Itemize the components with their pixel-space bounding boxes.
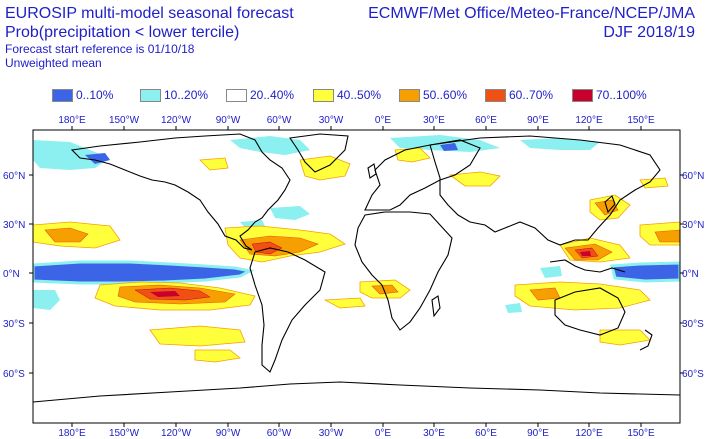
lon-label: 90°E [527,115,549,126]
legend-label: 50..60% [423,88,468,102]
lon-label: 90°W [216,115,241,126]
longitude-labels-top: 180°E 150°W 120°W 90°W 60°W 30°W 0°E 30°… [58,115,655,126]
legend-swatch [572,88,593,102]
lon-label: 120°W [161,428,192,439]
legend-swatch [52,88,73,102]
map-frame [32,129,681,424]
legend-label: 20..40% [250,88,295,102]
lon-label: 90°E [527,428,549,439]
lon-label: 60°E [475,115,497,126]
lon-label: 60°W [267,115,292,126]
lon-label: 60°E [475,428,497,439]
lon-label: 120°W [161,115,192,126]
legend-label: 40..50% [337,88,382,102]
lon-label: 30°W [319,115,344,126]
legend-label: 70..100% [596,88,647,102]
lat-label: 30°S [3,319,25,330]
coastline-madagascar [431,295,441,318]
legend-label: 0..10% [76,88,114,102]
blue-patches [85,143,458,164]
lat-label: 30°S [682,319,704,330]
coastline-europe [364,139,481,211]
coastline-north-america [70,133,291,251]
coastline-south-america [249,247,326,373]
source-block: ECMWF/Met Office/Meteo-France/NCEP/JMA D… [368,4,695,42]
lon-label: 0°E [375,428,392,439]
lon-label: 150°E [627,115,655,126]
coastline-asia [429,135,661,246]
lat-label: 60°N [3,171,25,182]
legend-item-20-40: 20..40% [226,87,294,103]
legend-label: 60..70% [509,88,554,102]
lon-label: 30°E [423,115,445,126]
longitude-labels-bottom: 180°E 150°W 120°W 90°W 60°W 30°W 0°E 30°… [58,428,655,439]
coastline-japan [604,195,616,214]
lat-label: 60°S [3,369,25,380]
legend-item-0-10: 0..10% [52,87,113,103]
coastline-new-zealand [639,329,653,351]
lat-label: 30°N [682,220,704,231]
lat-label: 0°N [682,269,699,280]
probability-field [33,130,680,423]
weighting-note: Unweighted mean [5,56,102,70]
lon-label: 90°W [216,428,241,439]
lat-label: 0°N [3,269,20,280]
legend-swatch [226,88,247,102]
dark-red-regions [150,251,591,297]
latitude-labels-right: 60°N 30°N 0°N 30°S 60°S [682,171,704,380]
legend-item-50-60: 50..60% [399,87,467,103]
color-legend: 0..10% 10..20% 20..40% 40..50% 50..60% 6… [0,87,707,103]
legend-item-40-50: 40..50% [313,87,381,103]
coastline-australia [554,287,626,336]
centres-label: ECMWF/Met Office/Meteo-France/NCEP/JMA [368,5,695,22]
map-title: EUROSIP multi-model seasonal forecast [5,5,294,22]
lon-label: 120°E [575,115,603,126]
legend-item-70-100: 70..100% [572,87,647,103]
coastline-africa [354,211,453,331]
season-label: DJF 2018/19 [603,24,695,41]
low-prob-region-west-pacific [610,261,680,283]
legend-swatch [313,88,334,102]
coastline-uk [367,163,377,179]
lon-label: 150°W [109,428,140,439]
lat-label: 60°N [682,171,704,182]
legend-swatch [140,88,161,102]
lon-label: 180°E [58,115,86,126]
legend-label: 10..20% [164,88,209,102]
lat-label: 60°S [682,369,704,380]
legend-item-10-20: 10..20% [140,87,208,103]
lon-label: 30°E [423,428,445,439]
lon-label: 150°W [109,115,140,126]
lon-label: 150°E [627,428,655,439]
coastline-maritime [549,259,626,273]
low-prob-region-pacific [33,260,255,285]
title-block: EUROSIP multi-model seasonal forecast Pr… [5,4,294,70]
legend-item-60-70: 60..70% [485,87,553,103]
forecast-start-reference: Forecast start reference is 01/10/18 [5,42,195,56]
coastlines [33,133,680,403]
coastline-greenland [289,133,349,173]
lon-label: 120°E [575,428,603,439]
lon-label: 60°W [267,428,292,439]
coastline-antarctica [33,381,680,403]
latitude-labels-left: 60°N 30°N 0°N 30°S 60°S [3,171,25,380]
lon-label: 30°W [319,428,344,439]
lon-label: 0°E [375,115,392,126]
legend-swatch [399,88,420,102]
map-subtitle: Prob(precipitation < lower tercile) [5,24,240,41]
lat-label: 30°N [3,220,25,231]
lon-label: 180°E [58,428,86,439]
tick-marks [29,126,684,427]
legend-swatch [485,88,506,102]
